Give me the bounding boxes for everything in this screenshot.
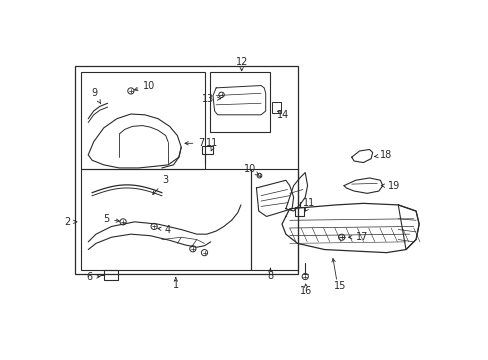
Bar: [295, 207, 304, 216]
Text: 1: 1: [172, 280, 179, 290]
Text: 14: 14: [276, 110, 288, 120]
Bar: [209, 72, 270, 132]
Text: 15: 15: [333, 281, 346, 291]
Text: 10: 10: [134, 81, 155, 91]
Text: 9: 9: [91, 88, 101, 104]
Text: 2: 2: [64, 217, 77, 227]
Text: 5: 5: [102, 214, 119, 224]
Text: 18: 18: [374, 150, 392, 160]
Text: 11: 11: [303, 198, 315, 208]
Text: 11: 11: [206, 138, 218, 148]
Bar: [271, 103, 281, 113]
Text: 12: 12: [235, 57, 247, 67]
Bar: [81, 169, 250, 270]
Text: 6: 6: [86, 271, 100, 282]
Text: 8: 8: [267, 271, 273, 281]
Text: 10: 10: [244, 165, 259, 175]
Text: 7: 7: [184, 138, 204, 148]
Bar: [103, 270, 118, 280]
Text: 16: 16: [299, 286, 311, 296]
Text: 13: 13: [202, 94, 220, 104]
Bar: [75, 66, 297, 274]
Text: 3: 3: [152, 175, 168, 194]
Text: 4: 4: [158, 225, 171, 235]
Text: 17: 17: [348, 232, 367, 242]
Bar: [250, 169, 297, 270]
Bar: [81, 72, 204, 169]
Bar: [202, 145, 213, 154]
Text: 19: 19: [381, 181, 400, 191]
